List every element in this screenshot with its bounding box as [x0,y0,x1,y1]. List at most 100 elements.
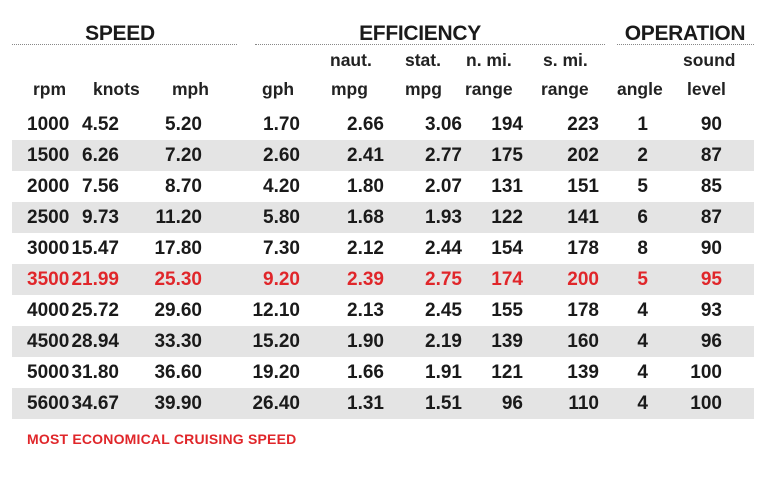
header-smi-top: s. mi. [543,50,588,70]
cell-sound: 96 [700,331,722,352]
cell-mph: 33.30 [154,331,202,352]
cell-knots: 28.94 [71,331,119,352]
cell-smi-range: 178 [567,300,599,321]
cell-mph: 36.60 [154,362,202,383]
cell-mph: 11.20 [155,207,203,228]
table-row: 1500 6.26 7.20 2.60 2.41 2.77 175 202 2 … [12,140,754,171]
table-row: 1000 4.52 5.20 1.70 2.66 3.06 194 223 1 … [12,109,754,140]
cell-mph: 5.20 [165,114,202,135]
cell-mph: 25.30 [154,269,202,290]
cell-nmi-range: 121 [491,362,523,383]
cell-angle: 1 [637,114,648,135]
footnote-most-economical: MOST ECONOMICAL CRUISING SPEED [27,431,297,447]
cell-stat-mpg: 1.91 [425,362,462,383]
cell-naut-mpg: 2.41 [347,145,384,166]
cell-knots: 6.26 [82,145,119,166]
header-mph: mph [172,79,209,99]
cell-rpm: 5600 [27,393,70,414]
cell-angle: 2 [637,145,648,166]
cell-smi-range: 202 [567,145,599,166]
header-sound-top: sound [683,50,736,70]
table-row: 5000 31.80 36.60 19.20 1.66 1.91 121 139… [12,357,754,388]
cell-stat-mpg: 1.93 [425,207,462,228]
cell-sound: 90 [700,114,722,135]
cell-rpm: 5000 [27,362,70,383]
cell-knots: 9.73 [82,207,119,228]
group-operation-heading: OPERATION [624,22,746,45]
cell-rpm: 4500 [27,331,70,352]
header-nmi-top: n. mi. [466,50,512,70]
cell-knots: 15.47 [71,238,119,259]
efficiency-divider [255,44,605,45]
cell-smi-range: 178 [567,238,599,259]
group-speed-heading: SPEED [85,22,155,45]
cell-sound: 87 [700,207,722,228]
cell-rpm: 2500 [27,207,70,228]
header-smi-bottom: range [541,79,589,99]
cell-gph: 7.30 [263,238,300,259]
cell-knots: 25.72 [71,300,119,321]
header-naut-top: naut. [330,50,372,70]
cell-gph: 26.40 [252,393,300,414]
cell-gph: 19.20 [252,362,300,383]
cell-smi-range: 160 [567,331,599,352]
cell-stat-mpg: 2.75 [425,269,462,290]
cell-gph: 15.20 [252,331,300,352]
cell-knots: 7.56 [82,176,119,197]
cell-naut-mpg: 1.31 [347,393,384,414]
header-naut-bottom: mpg [331,79,368,99]
header-knots: knots [93,79,140,99]
cell-nmi-range: 174 [491,269,523,290]
cell-naut-mpg: 2.39 [347,269,384,290]
cell-naut-mpg: 2.13 [347,300,384,321]
header-stat-top: stat. [405,50,441,70]
cell-sound: 100 [690,362,722,383]
cell-knots: 21.99 [71,269,119,290]
cell-gph: 12.10 [252,300,300,321]
speed-divider [12,44,237,45]
table-row: 5600 34.67 39.90 26.40 1.31 1.51 96 110 … [12,388,754,419]
cell-stat-mpg: 1.51 [425,393,462,414]
cell-angle: 5 [637,269,648,290]
cell-angle: 8 [637,238,648,259]
cell-smi-range: 151 [567,176,599,197]
cell-sound: 100 [690,393,722,414]
cell-smi-range: 200 [567,269,599,290]
cell-gph: 9.20 [263,269,300,290]
cell-knots: 31.80 [71,362,119,383]
cell-stat-mpg: 2.19 [425,331,462,352]
cell-stat-mpg: 2.07 [425,176,462,197]
cell-mph: 39.90 [154,393,202,414]
table-row: 4500 28.94 33.30 15.20 1.90 2.19 139 160… [12,326,754,357]
cell-mph: 17.80 [154,238,202,259]
cell-nmi-range: 96 [501,393,523,414]
cell-sound: 87 [700,145,722,166]
cell-mph: 8.70 [165,176,202,197]
cell-nmi-range: 155 [491,300,523,321]
cell-smi-range: 141 [567,207,599,228]
cell-gph: 5.80 [263,207,300,228]
cell-nmi-range: 122 [491,207,523,228]
cell-sound: 95 [700,269,722,290]
cell-angle: 4 [637,331,648,352]
header-nmi-bottom: range [465,79,513,99]
cell-nmi-range: 131 [491,176,523,197]
cell-rpm: 1000 [27,114,70,135]
cell-mph: 29.60 [154,300,202,321]
cell-nmi-range: 194 [491,114,523,135]
cell-naut-mpg: 1.66 [347,362,384,383]
cell-angle: 5 [637,176,648,197]
cell-mph: 7.20 [165,145,202,166]
header-rpm: rpm [33,79,67,99]
table-row: 2500 9.73 11.20 5.80 1.68 1.93 122 141 6… [12,202,754,233]
cell-nmi-range: 139 [491,331,523,352]
cell-rpm: 4000 [27,300,70,321]
cell-angle: 4 [637,393,648,414]
header-gph: gph [262,79,295,99]
cell-angle: 4 [637,362,648,383]
table-row: 4000 25.72 29.60 12.10 2.13 2.45 155 178… [12,295,754,326]
cell-gph: 4.20 [263,176,300,197]
cell-stat-mpg: 2.45 [425,300,462,321]
cell-stat-mpg: 2.44 [425,238,462,259]
table-row-most-economical: 3500 21.99 25.30 9.20 2.39 2.75 174 200 … [12,264,754,295]
